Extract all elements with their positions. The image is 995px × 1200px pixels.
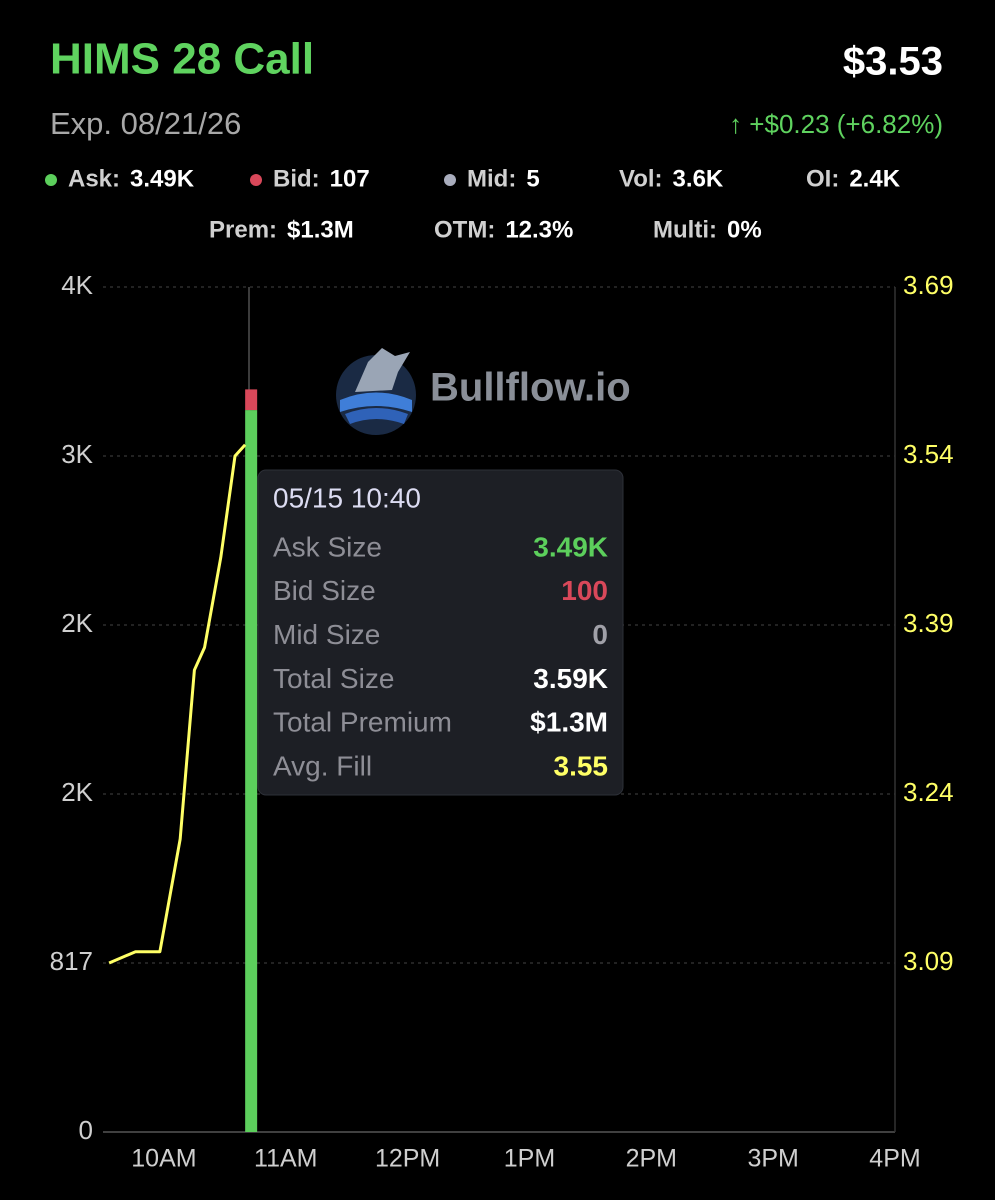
stat-value: 5 [526,165,539,192]
logo-wave [345,408,408,424]
tooltip-label: Avg. Fill [273,750,372,781]
y-tick-label: 4K [61,270,93,300]
watermark: Bullflow.io [336,348,631,435]
tooltip-box [257,469,624,796]
y-tick-label: 0 [79,1115,93,1145]
stat-value: 2.4K [849,165,900,192]
stat-label: OI: [806,165,839,192]
tooltip-value: 3.49K [533,531,608,562]
watermark-text: Bullflow.io [430,366,631,410]
stat-label: Mid: [467,165,516,192]
stat-label: Vol: [619,165,663,192]
x-tick-label: 3PM [747,1145,798,1173]
tooltip-title: 05/15 10:40 [273,482,421,513]
x-tick-label: 2PM [626,1145,677,1173]
stat-value: 3.6K [673,165,724,192]
bar [245,410,258,1132]
tooltip-label: Ask Size [273,531,382,562]
x-tick-label: 11AM [254,1145,317,1173]
logo-bull [355,348,410,392]
stat-value: 12.3% [505,216,573,243]
tooltip-label: Mid Size [273,619,380,650]
logo-wave [340,392,412,412]
tooltip-value: $1.3M [530,707,608,738]
stat-dot [45,174,57,186]
x-tick-label: 12PM [375,1145,440,1173]
stat-label: Multi: [653,216,717,243]
stat-label: OTM: [434,216,495,243]
stat-dot [250,174,262,186]
avg-fill-line [108,443,247,965]
bar [245,389,258,411]
stat-label: Prem: [209,216,277,243]
tooltip-label: Total Premium [273,707,452,738]
x-tick-label: 1PM [504,1145,555,1173]
y2-tick-label: 3.69 [903,270,954,300]
x-tick-label: 10AM [131,1145,196,1173]
plot: 0 817 2K 2K 3K 4K 3.09 3.24 3.39 3.54 3.69 10AM 11AM… [50,270,954,1173]
y2-tick-label: 3.24 [903,777,954,807]
tooltip-value: 100 [561,575,608,606]
y2-tick-label: 3.09 [903,946,954,976]
stat-dot [444,174,456,186]
stat-label: Ask: [68,165,120,192]
price: $3.53 [843,40,943,84]
stat-value: 3.49K [130,165,195,192]
y2-tick-label: 3.54 [903,439,954,469]
x-tick-label: 4PM [869,1145,920,1173]
expiry: Exp. 08/21/26 [50,106,241,141]
stat-value: 107 [330,165,370,192]
y-tick-label: 817 [50,946,93,976]
tooltip-label: Total Size [273,663,394,694]
stat-value: 0% [727,216,762,243]
tooltip-value: 3.55 [554,750,609,781]
stat-label: Bid: [273,165,320,192]
change: ↑ +$0.23 (+6.82%) [729,109,943,139]
tooltip-value: 0 [592,619,608,650]
tooltip: 05/15 10:40 Ask Size 3.49K Bid Size 100 Mid S… [257,469,624,796]
tooltip-value: 3.59K [533,663,608,694]
y2-tick-label: 3.39 [903,608,954,638]
stat-value: $1.3M [287,216,354,243]
tooltip-label: Bid Size [273,575,376,606]
y-tick-label: 2K [61,608,93,638]
title: HIMS 28 Call [50,35,314,84]
y-tick-label: 2K [61,777,93,807]
y-tick-label: 3K [61,439,93,469]
